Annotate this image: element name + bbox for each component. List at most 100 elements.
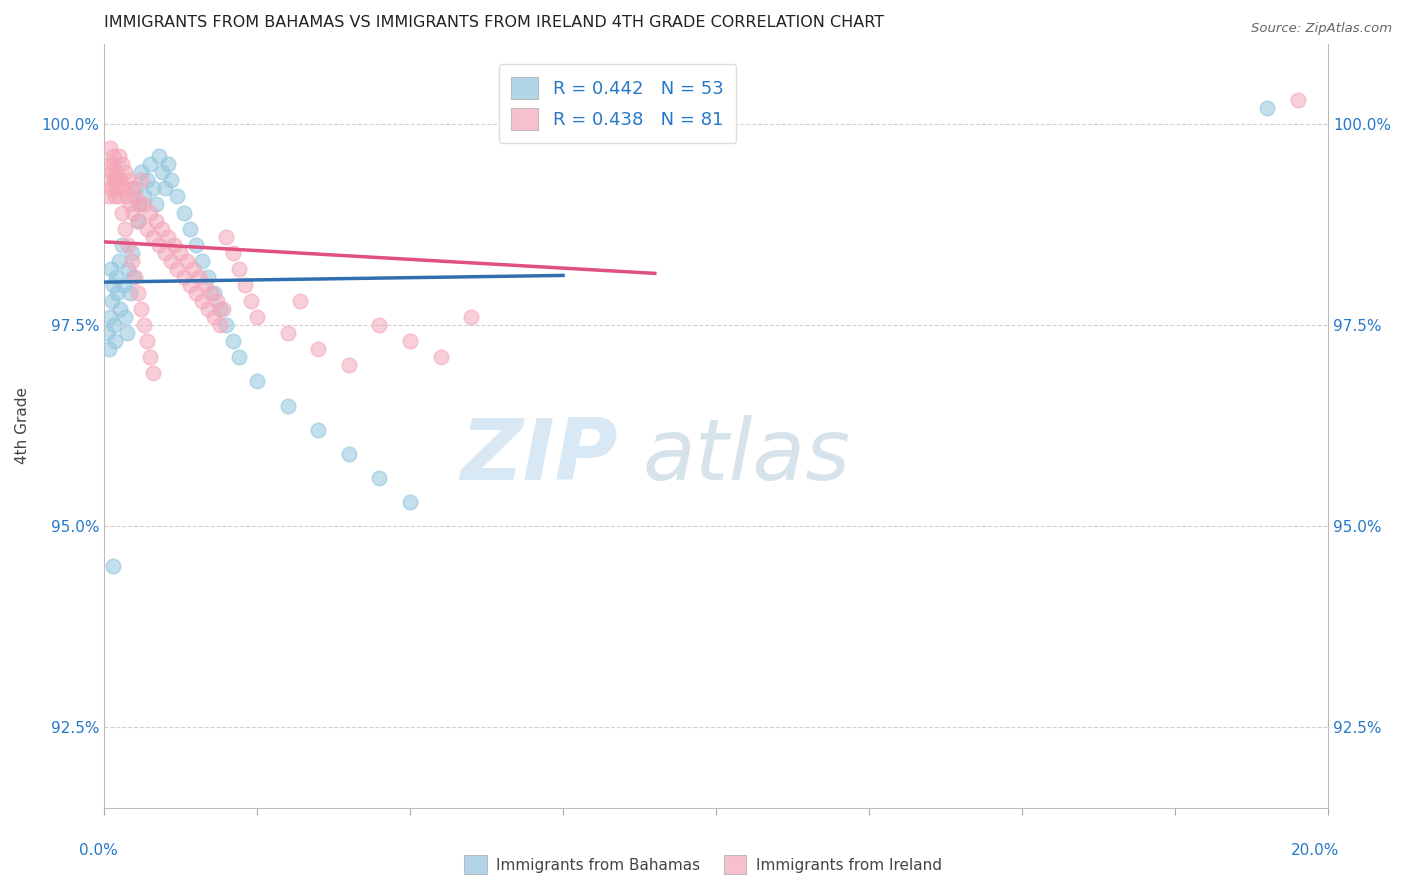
Point bbox=[145, 213, 167, 227]
Point bbox=[111, 205, 134, 219]
Y-axis label: 4th Grade: 4th Grade bbox=[15, 387, 30, 464]
Point bbox=[127, 213, 149, 227]
Point bbox=[127, 213, 149, 227]
Point bbox=[399, 495, 422, 509]
Point bbox=[1256, 101, 1278, 115]
Point bbox=[129, 165, 152, 179]
Point bbox=[157, 157, 180, 171]
Point bbox=[153, 181, 176, 195]
Point bbox=[98, 141, 121, 155]
Point bbox=[101, 165, 124, 179]
Point bbox=[114, 221, 136, 235]
Point bbox=[121, 245, 143, 260]
Point bbox=[135, 221, 157, 235]
Point bbox=[197, 269, 219, 284]
Point bbox=[200, 285, 222, 300]
Point bbox=[160, 173, 183, 187]
Point bbox=[101, 277, 124, 292]
Point bbox=[103, 318, 125, 332]
Point bbox=[108, 189, 131, 203]
Point bbox=[173, 269, 195, 284]
Point bbox=[163, 237, 186, 252]
Point bbox=[124, 181, 146, 195]
Point bbox=[117, 261, 139, 276]
Point bbox=[277, 326, 299, 341]
Point bbox=[184, 285, 207, 300]
Point bbox=[153, 245, 176, 260]
Point bbox=[205, 293, 228, 308]
Point bbox=[246, 375, 269, 389]
Point bbox=[181, 261, 204, 276]
Point bbox=[307, 423, 329, 437]
Point bbox=[96, 173, 118, 187]
Point bbox=[121, 253, 143, 268]
Point bbox=[128, 197, 150, 211]
Text: ZIP: ZIP bbox=[461, 415, 619, 498]
Point bbox=[104, 334, 127, 349]
Point bbox=[101, 559, 124, 574]
Point bbox=[288, 293, 311, 308]
Point bbox=[212, 301, 235, 316]
Point bbox=[98, 310, 121, 324]
Point bbox=[114, 165, 136, 179]
Text: 20.0%: 20.0% bbox=[1291, 843, 1339, 858]
Point bbox=[148, 237, 170, 252]
Point bbox=[148, 149, 170, 163]
Point bbox=[112, 181, 135, 195]
Point bbox=[221, 334, 243, 349]
Point bbox=[108, 149, 131, 163]
Point bbox=[215, 318, 238, 332]
Point bbox=[399, 334, 422, 349]
Point bbox=[96, 326, 118, 341]
Point bbox=[101, 149, 124, 163]
Point bbox=[118, 285, 141, 300]
Point bbox=[112, 277, 135, 292]
Point bbox=[191, 253, 214, 268]
Point bbox=[132, 197, 155, 211]
Point bbox=[97, 189, 120, 203]
Point bbox=[191, 293, 214, 308]
Point bbox=[105, 165, 128, 179]
Point bbox=[135, 334, 157, 349]
Point bbox=[368, 471, 391, 485]
Point bbox=[215, 229, 238, 244]
Point bbox=[129, 301, 152, 316]
Point bbox=[142, 229, 165, 244]
Point bbox=[129, 173, 152, 187]
Point bbox=[97, 343, 120, 357]
Text: Source: ZipAtlas.com: Source: ZipAtlas.com bbox=[1251, 22, 1392, 36]
Point bbox=[221, 245, 243, 260]
Point bbox=[105, 173, 128, 187]
Point bbox=[233, 277, 256, 292]
Point bbox=[1286, 93, 1309, 107]
Point bbox=[139, 157, 162, 171]
Point bbox=[107, 181, 129, 195]
Point bbox=[115, 326, 138, 341]
Point bbox=[124, 189, 146, 203]
Point bbox=[139, 205, 162, 219]
Text: 0.0%: 0.0% bbox=[79, 843, 118, 858]
Point bbox=[111, 157, 134, 171]
Point bbox=[179, 277, 201, 292]
Point bbox=[98, 157, 121, 171]
Point bbox=[166, 189, 188, 203]
Point bbox=[124, 269, 146, 284]
Point bbox=[176, 253, 198, 268]
Point bbox=[169, 245, 191, 260]
Point bbox=[160, 253, 183, 268]
Point bbox=[103, 173, 125, 187]
Point bbox=[197, 301, 219, 316]
Point bbox=[135, 173, 157, 187]
Point bbox=[132, 318, 155, 332]
Point bbox=[118, 197, 141, 211]
Point bbox=[179, 221, 201, 235]
Point bbox=[209, 318, 232, 332]
Point bbox=[173, 205, 195, 219]
Point bbox=[101, 157, 124, 171]
Point bbox=[121, 181, 143, 195]
Point bbox=[460, 310, 482, 324]
Point bbox=[101, 293, 124, 308]
Text: IMMIGRANTS FROM BAHAMAS VS IMMIGRANTS FROM IRELAND 4TH GRADE CORRELATION CHART: IMMIGRANTS FROM BAHAMAS VS IMMIGRANTS FR… bbox=[104, 15, 884, 30]
Point bbox=[100, 181, 122, 195]
Text: atlas: atlas bbox=[643, 415, 851, 498]
